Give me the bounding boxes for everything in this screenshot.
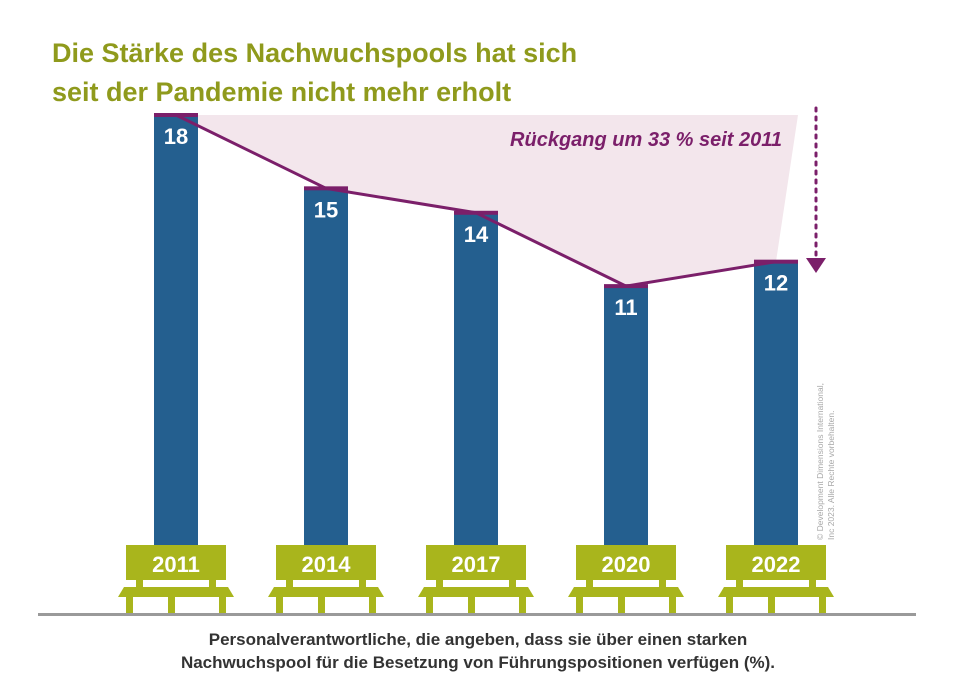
bench-leg <box>426 597 433 613</box>
bench-leg <box>519 597 526 613</box>
value-label: 18 <box>164 124 188 149</box>
bench-support <box>736 580 743 587</box>
value-label: 15 <box>314 197 338 222</box>
bench-backrest <box>576 545 676 580</box>
caption-line-2: Nachwuchspool für die Besetzung von Führ… <box>180 653 776 672</box>
bench-seat <box>268 587 384 597</box>
bench-leg <box>768 597 775 613</box>
bar <box>154 115 198 555</box>
bench-support <box>436 580 443 587</box>
bar-top-cap <box>604 284 648 289</box>
bench: 2020 <box>568 545 684 613</box>
chart-title: Die Stärke des Nachwuchspools hat sich s… <box>52 34 577 112</box>
bench-support <box>286 580 293 587</box>
bench-seat <box>568 587 684 597</box>
value-label: 12 <box>764 271 788 296</box>
bench-support <box>359 580 366 587</box>
year-label: 2014 <box>302 552 352 577</box>
bench-leg <box>369 597 376 613</box>
bar-top-cap <box>454 210 498 215</box>
bench-leg <box>618 597 625 613</box>
year-label: 2011 <box>152 552 200 577</box>
bench-leg <box>468 597 475 613</box>
bench-leg <box>126 597 133 613</box>
bench: 2017 <box>418 545 534 613</box>
title-line-2: seit der Pandemie nicht mehr erholt <box>52 77 512 107</box>
bar <box>754 261 798 555</box>
bench-leg <box>219 597 226 613</box>
bar <box>604 286 648 555</box>
decline-annotation: Rückgang um 33 % seit 2011 <box>510 129 782 151</box>
copyright-notice: © Development Dimensions International, … <box>815 383 837 540</box>
bar-top-cap <box>154 113 198 117</box>
bench-leg <box>168 597 175 613</box>
bench-support <box>659 580 666 587</box>
year-label: 2020 <box>602 552 651 577</box>
value-label: 14 <box>464 222 489 247</box>
bench-leg <box>669 597 676 613</box>
bench-leg <box>576 597 583 613</box>
bench-support <box>209 580 216 587</box>
bench-backrest <box>126 545 226 580</box>
bench: 2014 <box>268 545 384 613</box>
bench-leg <box>318 597 325 613</box>
copyright-line-2: Inc 2023. Alle Rechte vorbehalten. <box>826 410 836 540</box>
bench-leg <box>819 597 826 613</box>
bench-support <box>509 580 516 587</box>
year-label: 2022 <box>752 552 801 577</box>
bench-backrest <box>276 545 376 580</box>
bench-seat <box>718 587 834 597</box>
decline-shade-area <box>154 115 798 287</box>
year-label: 2017 <box>452 552 501 577</box>
decline-arrow-head <box>806 258 826 273</box>
chart-caption: Personalverantwortliche, die angeben, da… <box>0 628 956 674</box>
copyright-line-1: © Development Dimensions International, <box>815 383 825 540</box>
bar-top-cap <box>754 259 798 264</box>
bench-leg <box>276 597 283 613</box>
bench: 2011 <box>118 545 234 613</box>
bench-support <box>586 580 593 587</box>
caption-line-1: Personalverantwortliche, die angeben, da… <box>208 630 748 649</box>
bar <box>454 212 498 555</box>
bench-seat <box>118 587 234 597</box>
title-line-1: Die Stärke des Nachwuchspools hat sich <box>52 38 578 68</box>
bench-support <box>809 580 816 587</box>
bench-seat <box>418 587 534 597</box>
floor-line <box>38 613 916 616</box>
bar-top-cap <box>304 186 348 191</box>
bench-backrest <box>726 545 826 580</box>
bench-backrest <box>426 545 526 580</box>
bar <box>304 188 348 556</box>
value-label: 11 <box>614 295 637 320</box>
bench: 2022 <box>718 545 834 613</box>
bench-leg <box>726 597 733 613</box>
bench-support <box>136 580 143 587</box>
